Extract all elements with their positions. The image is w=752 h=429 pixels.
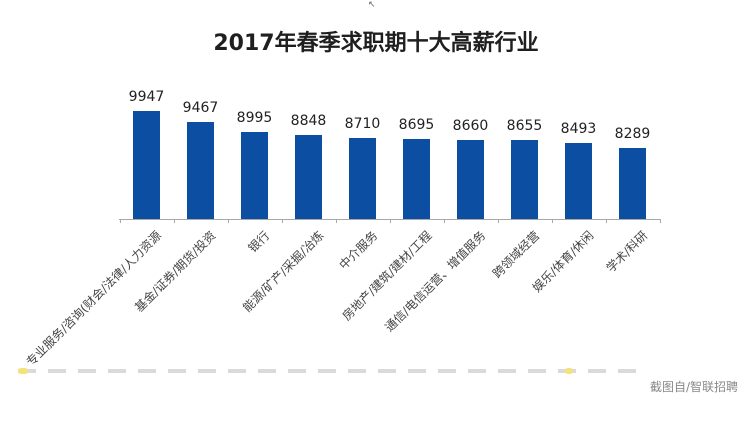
- data-label: 9467: [182, 100, 219, 116]
- bar: [403, 139, 430, 219]
- bar: [241, 132, 268, 219]
- chart-title: 2017年春季求职期十大高薪行业: [213, 31, 539, 56]
- bar: [619, 148, 646, 219]
- legend-marker: [18, 368, 28, 374]
- bar: [457, 140, 484, 219]
- x-axis-tick: [228, 219, 229, 223]
- cropped-footer-text: [18, 369, 638, 373]
- data-label: 8695: [398, 117, 435, 133]
- x-axis-tick: [390, 219, 391, 223]
- bar: [511, 140, 538, 219]
- x-axis-label: 通信/电信运营、增值服务: [381, 228, 488, 335]
- x-axis-label: 银行: [244, 228, 272, 256]
- bar: [133, 111, 160, 219]
- data-label: 8655: [506, 118, 543, 134]
- bar: [565, 143, 592, 219]
- x-axis-tick: [336, 219, 337, 223]
- x-axis-label: 跨领域经营: [489, 228, 542, 281]
- x-axis-tick: [444, 219, 445, 223]
- bar: [349, 138, 376, 219]
- x-axis-tick: [174, 219, 175, 223]
- data-label: 8995: [236, 110, 273, 126]
- data-label: 8710: [344, 116, 381, 132]
- bar: [295, 135, 322, 219]
- data-label: 8493: [560, 121, 597, 137]
- x-axis-tick: [606, 219, 607, 223]
- x-axis-tick: [660, 219, 661, 223]
- source-watermark: 截图自/智联招聘: [649, 380, 738, 394]
- bar: [187, 122, 214, 219]
- x-axis-line: [119, 219, 660, 220]
- x-axis-tick: [498, 219, 499, 223]
- x-axis-label: 学术/科研: [603, 228, 650, 276]
- data-label: 8848: [290, 113, 327, 129]
- x-axis-tick: [552, 219, 553, 223]
- legend-marker: [565, 368, 573, 374]
- x-axis-tick: [282, 219, 283, 223]
- x-axis-label: 房地产/建筑/建材/工程: [339, 228, 434, 324]
- data-label: 9947: [128, 89, 165, 105]
- x-axis-label: 中介服务: [335, 228, 380, 273]
- cursor-icon: ↖: [368, 0, 376, 10]
- x-axis-tick: [120, 219, 121, 223]
- data-label: 8660: [452, 118, 489, 134]
- data-label: 8289: [614, 126, 651, 142]
